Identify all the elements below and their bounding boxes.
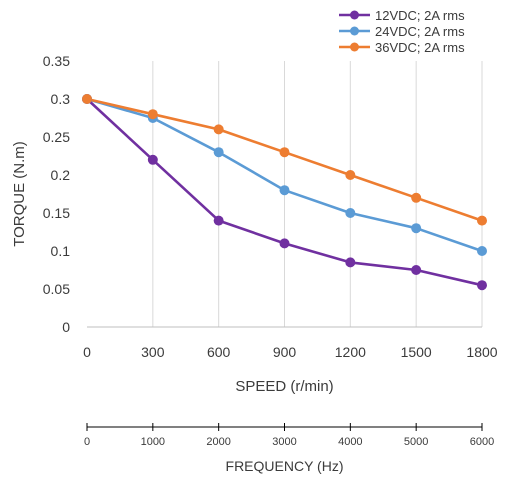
y-tick-labels: 0 0.05 0.1 0.15 0.2 0.25 0.3 0.35 (43, 53, 70, 335)
x-tick-label: 300 (141, 344, 165, 360)
data-point-s2-0 (82, 94, 92, 104)
frequency-tick-label: 2000 (206, 436, 230, 448)
y-tick-label: 0.1 (51, 243, 71, 259)
frequency-tick-marks (86, 423, 483, 431)
x-tick-label: 600 (207, 344, 231, 360)
data-point-s1-5 (411, 223, 422, 234)
frequency-tick-label: 5000 (404, 436, 428, 448)
legend-label: 12VDC; 2A rms (375, 8, 465, 23)
y-tick-label: 0.15 (43, 205, 70, 221)
frequency-tick-label: 6000 (470, 436, 494, 448)
y-tick-label: 0.3 (51, 91, 71, 107)
y-tick-label: 0.25 (43, 129, 70, 145)
data-point-s2-3 (279, 147, 290, 158)
legend-marker-1 (350, 26, 359, 36)
frequency-axis: 0 1000 2000 3000 4000 5000 6000 FREQUENCY (Hz) (84, 423, 494, 474)
frequency-tick-label: 3000 (272, 436, 296, 448)
legend-marker-2 (350, 42, 359, 52)
data-point-s0-5 (411, 265, 422, 275)
y-tick-label: 0.05 (43, 281, 70, 297)
frequency-tick-labels: 0 1000 2000 3000 4000 5000 6000 (84, 436, 494, 448)
data-point-s2-6 (477, 215, 487, 226)
data-point-s0-4 (345, 257, 356, 268)
x-tick-labels: 0 300 600 900 1200 1500 1800 (83, 344, 498, 360)
legend-label: 24VDC; 2A rms (375, 24, 465, 39)
legend-label: 36VDC; 2A rms (375, 40, 465, 55)
data-point-s1-2 (213, 147, 224, 158)
data-point-s2-4 (345, 170, 356, 180)
data-point-s1-4 (345, 208, 356, 218)
data-point-s2-2 (213, 124, 224, 135)
data-point-s0-6 (477, 280, 487, 291)
x-tick-label: 900 (273, 344, 297, 360)
data-point-s0-3 (279, 238, 290, 249)
data-point-s2-1 (147, 109, 158, 120)
frequency-tick-label: 1000 (141, 436, 165, 448)
series-lines (82, 94, 487, 291)
x-tick-label: 1800 (466, 344, 497, 360)
frequency-axis-title: FREQUENCY (Hz) (226, 458, 344, 474)
y-axis-title: TORQUE (N.m) (11, 141, 28, 247)
data-point-s1-3 (279, 185, 290, 196)
legend-marker-0 (350, 10, 359, 20)
frequency-tick-label: 4000 (338, 436, 362, 448)
data-point-s2-5 (411, 192, 422, 203)
y-tick-label: 0.2 (51, 167, 71, 183)
x-axis-title: SPEED (r/min) (235, 378, 333, 395)
frequency-tick-label: 0 (84, 436, 90, 448)
x-tick-label: 1200 (335, 344, 366, 360)
data-point-s0-1 (147, 154, 158, 165)
data-point-s0-2 (213, 215, 224, 226)
data-point-s1-6 (477, 246, 487, 256)
x-tick-label: 0 (83, 344, 91, 360)
y-tick-label: 0.35 (43, 53, 70, 69)
y-tick-label: 0 (62, 319, 70, 335)
x-tick-label: 1500 (401, 344, 432, 360)
